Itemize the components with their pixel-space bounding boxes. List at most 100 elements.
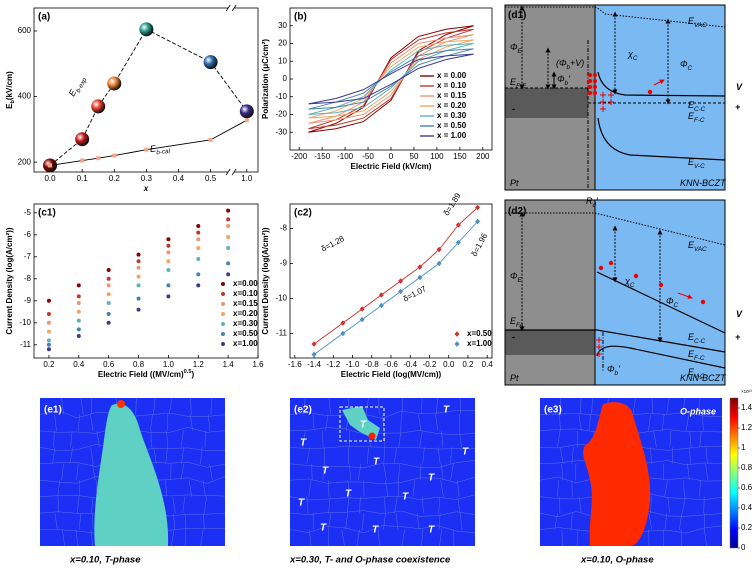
x-tick-label: 1.6 — [252, 360, 264, 369]
x-tick-label: 0.0 — [44, 174, 56, 183]
point — [166, 283, 170, 287]
point — [47, 347, 51, 351]
point — [166, 259, 170, 263]
point — [107, 268, 111, 272]
diagram-label-part: C — [633, 55, 638, 62]
legend-label: x=0.50 — [467, 329, 492, 338]
legend-swatch — [221, 322, 225, 326]
legend-label: x = 0.20 — [437, 101, 467, 110]
diagram-label: V — [736, 82, 743, 92]
x-tick-label: -200 — [291, 152, 308, 161]
diagram-label: - — [512, 332, 515, 342]
point — [196, 283, 200, 287]
legend-swatch — [221, 302, 225, 306]
point — [47, 338, 51, 342]
legend-label: x=1.00 — [233, 339, 258, 348]
point — [75, 132, 89, 146]
point — [107, 321, 111, 325]
phase-maps: x=0.10, T-phase x=0.30, T- and O-phase c… — [40, 389, 752, 565]
point — [166, 268, 170, 272]
x-tick-label: -1.0 — [346, 360, 360, 369]
legend-label: x = 1.00 — [437, 131, 467, 140]
diagram-label: KNN-BCZT — [680, 373, 727, 383]
legend-label: x=0.20 — [233, 309, 258, 318]
point — [226, 235, 230, 239]
x-tick-label: 0.8 — [133, 360, 145, 369]
diagram-label: (d2) — [508, 206, 526, 217]
series-label-part: b-cal — [156, 148, 171, 156]
y-tick-label: -7 — [24, 252, 32, 261]
phase-label: T — [345, 489, 352, 500]
legend-label: x=0.15 — [233, 299, 258, 308]
panel-label: (e1) — [44, 405, 62, 416]
point — [77, 310, 81, 314]
point — [196, 246, 200, 250]
point — [204, 55, 218, 69]
point — [47, 343, 51, 347]
phase-label: T — [428, 525, 435, 536]
point — [107, 76, 121, 90]
panel-label: (e2) — [294, 405, 312, 416]
y-tick-label: -8 — [280, 224, 288, 233]
x-tick-label: 50 — [410, 152, 419, 161]
phase-label: T — [298, 498, 305, 509]
point — [196, 224, 200, 228]
diagram-label: + — [735, 102, 741, 112]
diagram-label-part: F-C — [694, 355, 705, 362]
o-phase-spot — [117, 400, 125, 408]
diagram-label: KNN-BCZT — [680, 178, 727, 188]
diagram-label: + — [735, 332, 741, 342]
diagram-label-part: F-C — [694, 117, 705, 124]
x-tick-label: -1.2 — [326, 360, 340, 369]
point — [379, 292, 384, 298]
diagram-label-part: Pt — [510, 178, 519, 188]
point — [137, 259, 141, 263]
phase-label: T — [300, 438, 307, 449]
point — [226, 272, 230, 276]
diagram-label-part: + — [735, 332, 741, 342]
panel-label: (e3) — [544, 405, 562, 416]
x-axis-label-part: 0.5 — [184, 369, 192, 375]
x-tick-label: 100 — [430, 152, 444, 161]
point — [77, 327, 81, 331]
diagram-label: - — [512, 104, 515, 114]
y-axis-label: Eb(kV/cm) — [5, 71, 16, 109]
legend-label: x=0.10 — [233, 289, 258, 298]
holes — [596, 337, 602, 357]
point — [77, 283, 81, 287]
y-tick-label: -10 — [275, 294, 287, 303]
diagram-label-part: KNN-BCZT — [680, 178, 727, 188]
phase-label: T — [402, 492, 409, 503]
x-tick-label: 0.4 — [482, 360, 494, 369]
plot-frame — [290, 204, 492, 358]
point — [107, 301, 111, 305]
legend-label: x = 0.30 — [437, 111, 467, 120]
point — [77, 319, 81, 323]
phase-label: T — [360, 420, 367, 431]
legend-label: x = 0.10 — [437, 81, 467, 90]
diagram-label-part: +V) — [570, 58, 584, 68]
point — [379, 303, 384, 309]
point — [166, 294, 170, 298]
point — [196, 231, 200, 235]
x-tick-label: 1.0 — [163, 360, 175, 369]
x-tick-label: -0.6 — [384, 360, 398, 369]
x-tick-label: 150 — [453, 152, 467, 161]
annotation: δ=1.07 — [402, 284, 429, 304]
y-axis-label: Current Density (log(A/cm²)) — [5, 227, 14, 334]
colorbar-tick-label: 1.4 — [741, 403, 753, 412]
point — [209, 138, 213, 142]
point — [107, 283, 111, 287]
point — [48, 163, 52, 167]
point — [226, 261, 230, 265]
diagram-label-part: Pt — [510, 373, 519, 383]
panel-label: (c2) — [294, 208, 312, 219]
diagram-label: Pt — [510, 373, 519, 383]
metal-region — [505, 200, 595, 385]
x-tick-label: 0.6 — [103, 360, 115, 369]
x-axis-label-part: ) — [191, 370, 194, 379]
colorbar-tick-label: 1.2 — [741, 423, 753, 432]
y-tick-label: -11 — [20, 340, 32, 349]
y-tick-label: 600 — [18, 26, 32, 35]
point — [226, 209, 230, 213]
